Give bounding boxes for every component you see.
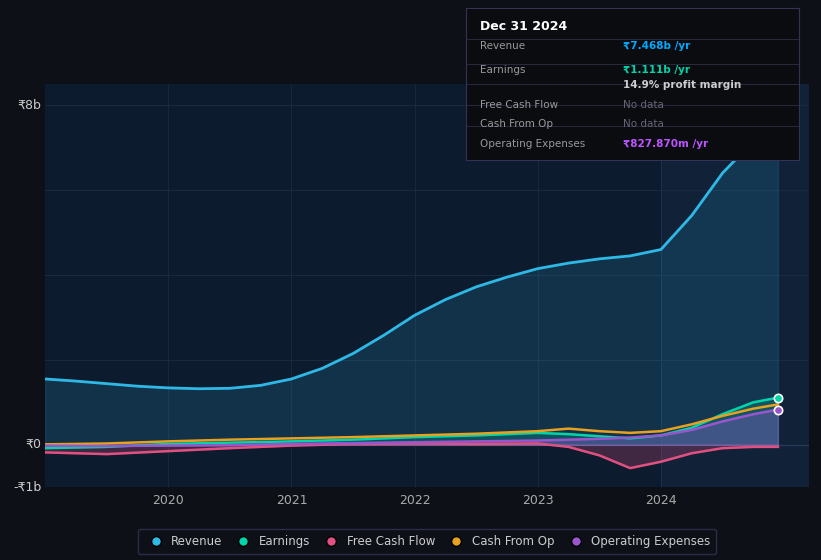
Text: No data: No data: [622, 100, 663, 110]
Text: ₹1.111b /yr: ₹1.111b /yr: [622, 65, 690, 75]
Text: ₹7.468b /yr: ₹7.468b /yr: [622, 41, 690, 51]
Text: Free Cash Flow: Free Cash Flow: [479, 100, 557, 110]
Text: ₹827.870m /yr: ₹827.870m /yr: [622, 139, 708, 149]
Text: -₹1b: -₹1b: [13, 480, 41, 494]
Text: Cash From Op: Cash From Op: [479, 119, 553, 129]
Legend: Revenue, Earnings, Free Cash Flow, Cash From Op, Operating Expenses: Revenue, Earnings, Free Cash Flow, Cash …: [138, 529, 716, 554]
Text: Dec 31 2024: Dec 31 2024: [479, 21, 566, 34]
Bar: [661, 84, 809, 487]
Text: No data: No data: [622, 119, 663, 129]
Text: Operating Expenses: Operating Expenses: [479, 139, 585, 149]
Text: ₹0: ₹0: [25, 438, 41, 451]
Text: Earnings: Earnings: [479, 65, 525, 75]
Text: Revenue: Revenue: [479, 41, 525, 51]
Text: 14.9% profit margin: 14.9% profit margin: [622, 80, 741, 90]
Text: ₹8b: ₹8b: [17, 99, 41, 112]
